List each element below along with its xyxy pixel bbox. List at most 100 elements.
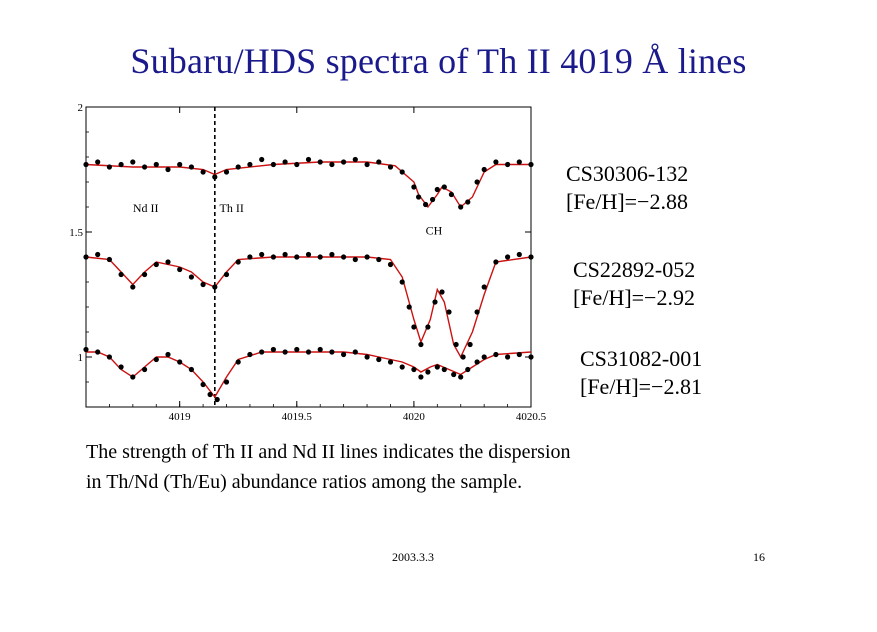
star-metallicity: [Fe/H]=−2.81	[580, 374, 702, 399]
x-tick-label: 4019	[169, 411, 192, 423]
observed-point	[399, 169, 405, 175]
observed-point	[376, 256, 382, 263]
star-label-2: CS22892-052 [Fe/H]=−2.92	[573, 256, 695, 312]
star-label-3: CS31082-001 [Fe/H]=−2.81	[580, 345, 702, 401]
model-curve-2	[85, 256, 532, 359]
observed-point	[425, 369, 431, 375]
observed-point	[200, 281, 206, 288]
observed-point	[118, 271, 124, 278]
observed-point	[441, 184, 447, 190]
caption: The strength of Th II and Nd II lines in…	[86, 437, 786, 497]
observed-point	[235, 359, 241, 365]
axis-ticks: 4019 4019.5 4020 4020.5 1 1.5 2	[69, 102, 546, 423]
observed-point	[106, 256, 112, 263]
observed-point	[364, 254, 370, 260]
observed-point	[294, 346, 300, 353]
observed-point	[434, 364, 440, 370]
observed-point	[282, 251, 288, 258]
observed-point	[376, 159, 382, 165]
observed-point	[118, 161, 124, 168]
y-tick-label: 2	[78, 102, 84, 114]
observed-point	[341, 254, 347, 260]
observed-point	[387, 359, 394, 365]
observed-point	[387, 164, 394, 170]
observed-point	[474, 309, 480, 315]
observed-point	[165, 351, 171, 358]
observed-point	[341, 159, 347, 165]
observed-point	[165, 259, 171, 265]
observed-point	[259, 156, 265, 163]
observed-point	[223, 271, 230, 278]
observed-point	[528, 354, 534, 360]
observed-point	[448, 191, 454, 198]
annotation-label: Nd II	[133, 201, 159, 215]
observed-point	[352, 349, 358, 355]
observed-point	[493, 351, 499, 358]
observed-point	[465, 199, 471, 205]
observed-point	[441, 366, 447, 373]
observed-point	[425, 324, 431, 330]
line-annotations: Nd II Th II CH	[133, 201, 443, 238]
observed-point	[212, 284, 218, 290]
observed-point	[446, 309, 452, 315]
observed-point	[505, 354, 511, 360]
observed-point	[474, 179, 480, 185]
observed-point	[259, 251, 265, 258]
observed-point	[364, 161, 370, 168]
observed-point	[329, 349, 335, 355]
observed-point	[177, 359, 183, 365]
observed-point	[305, 156, 312, 163]
annotation-label: CH	[426, 224, 443, 238]
observed-point	[83, 254, 89, 260]
footer-date: 2003.3.3	[392, 550, 434, 564]
observed-point	[270, 346, 276, 353]
observed-point	[481, 166, 487, 173]
page-number: 16	[753, 550, 765, 564]
observed-point	[207, 391, 213, 398]
observed-point	[352, 256, 358, 263]
observed-point	[364, 354, 370, 360]
observed-point	[142, 164, 148, 170]
observed-point	[352, 156, 358, 163]
observed-point	[317, 346, 323, 353]
observed-point	[130, 284, 136, 290]
observed-point	[458, 374, 464, 380]
observed-point	[460, 354, 466, 360]
observed-point	[235, 164, 241, 170]
observed-point	[458, 204, 464, 210]
observed-point	[505, 161, 511, 168]
caption-line-1: The strength of Th II and Nd II lines in…	[86, 441, 571, 463]
observed-points	[83, 156, 534, 403]
observed-point	[165, 166, 171, 173]
observed-point	[223, 169, 230, 175]
slide-title: Subaru/HDS spectra of Th II 4019 Å lines	[130, 41, 747, 81]
star-name: CS31082-001	[580, 346, 703, 371]
observed-point	[341, 351, 347, 358]
observed-point	[516, 251, 522, 258]
observed-point	[118, 364, 124, 370]
observed-point	[451, 371, 457, 378]
x-tick-label: 4019.5	[282, 411, 313, 423]
observed-point	[516, 159, 522, 165]
x-tick-label: 4020.5	[516, 411, 547, 423]
star-label-1: CS30306-132 [Fe/H]=−2.88	[566, 160, 688, 216]
observed-point	[95, 349, 101, 355]
observed-point	[317, 159, 323, 165]
observed-point	[423, 201, 429, 208]
observed-point	[142, 366, 148, 373]
observed-point	[528, 254, 534, 260]
observed-point	[329, 251, 335, 258]
observed-point	[434, 186, 440, 193]
observed-point	[188, 274, 194, 280]
observed-point	[481, 284, 487, 290]
observed-point	[282, 349, 288, 355]
observed-point	[130, 374, 136, 380]
observed-point	[83, 346, 89, 353]
observed-point	[200, 381, 206, 388]
observed-point	[247, 254, 253, 260]
annotation-label: Th II	[220, 201, 244, 215]
observed-point	[235, 259, 241, 265]
observed-point	[95, 159, 101, 165]
observed-point	[317, 254, 323, 260]
